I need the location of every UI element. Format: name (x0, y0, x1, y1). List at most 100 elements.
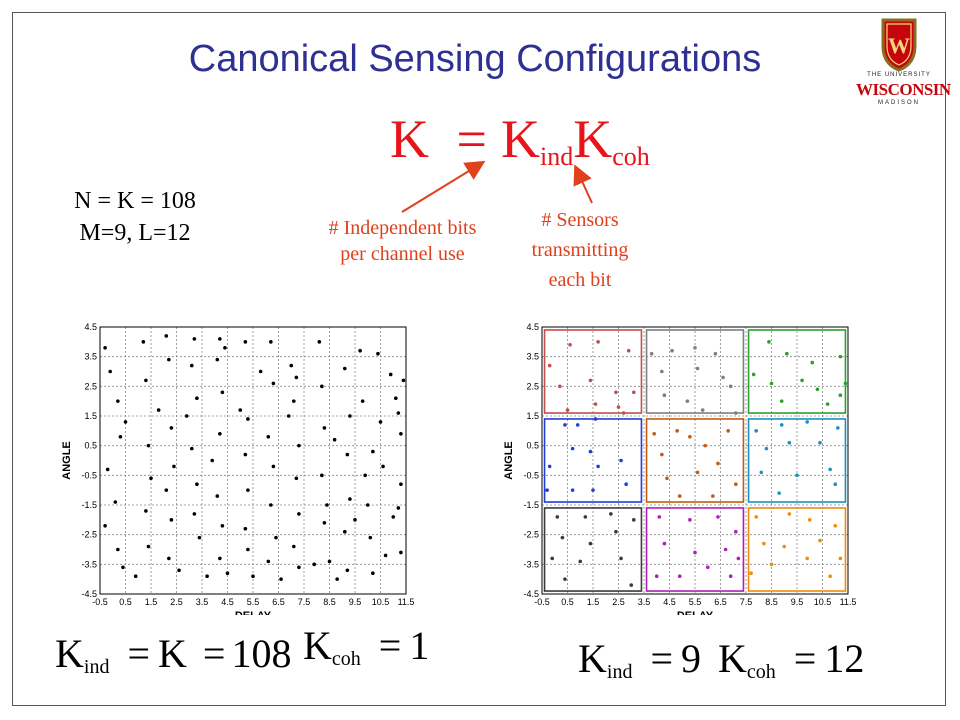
data-point (833, 482, 838, 487)
data-point (688, 518, 692, 522)
data-point (269, 503, 273, 507)
data-point (238, 408, 243, 412)
eq-value: 108 (231, 631, 292, 676)
x-tick-label: 4.5 (221, 597, 234, 607)
data-point (271, 464, 276, 469)
logo-line3: MADISON (877, 100, 920, 106)
data-point (396, 506, 401, 510)
data-point (675, 429, 679, 433)
data-point (164, 334, 169, 338)
x-tick-label: 1.5 (145, 597, 158, 607)
data-point (113, 500, 118, 504)
data-point (815, 387, 820, 392)
data-point (133, 574, 138, 578)
x-tick-label: 11.5 (840, 597, 857, 607)
x-tick-label: 5.5 (247, 597, 260, 607)
data-point (596, 464, 600, 469)
data-point (146, 443, 151, 448)
data-point (116, 547, 120, 552)
right-equation-kcoh: Kcoh = 12 (718, 635, 864, 684)
data-point (828, 574, 832, 578)
data-point (558, 384, 562, 389)
data-point (570, 446, 575, 451)
data-point (378, 420, 383, 424)
shield-icon: W (881, 18, 917, 72)
data-point (779, 399, 784, 403)
shield-letter: W (888, 33, 910, 58)
data-point (769, 562, 774, 567)
data-point (563, 423, 567, 427)
data-point (144, 509, 148, 513)
data-point (286, 414, 291, 418)
x-axis-label: DELAY (235, 610, 272, 615)
data-point (383, 553, 388, 558)
y-tick-label: 0.5 (84, 441, 97, 451)
data-point (836, 426, 840, 430)
main-equation: K = KindKcoh (390, 108, 650, 172)
data-point (335, 577, 339, 581)
data-point (167, 556, 171, 561)
x-tick-label: 10.5 (372, 597, 390, 607)
data-point (749, 571, 753, 576)
data-point (376, 351, 380, 356)
university-logo: W THE UNIVERSITY WISCONSIN MADISON (856, 16, 951, 108)
data-point (570, 488, 575, 492)
data-point (695, 470, 700, 475)
data-point (218, 556, 222, 561)
data-point (568, 343, 572, 347)
eq-k: K (303, 623, 332, 668)
data-point (169, 426, 174, 430)
data-point (195, 396, 199, 400)
eq-k: K (578, 636, 607, 681)
y-axis-label: ANGLE (61, 441, 73, 480)
slide-title: Canonical Sensing Configurations (188, 38, 762, 80)
data-point (348, 414, 352, 418)
eq-value: 1 (409, 623, 430, 668)
data-point (693, 345, 697, 350)
data-point (703, 443, 707, 448)
data-point (167, 357, 171, 362)
data-point (156, 408, 161, 412)
eq-lhs: K (390, 109, 429, 169)
data-point (243, 452, 248, 457)
data-point (695, 366, 700, 371)
data-point (588, 378, 593, 383)
data-point (759, 470, 764, 475)
eq-value: 9 (681, 636, 702, 681)
data-point (223, 345, 227, 350)
eq-sub: ind (606, 661, 633, 683)
data-point (614, 390, 618, 395)
eq-sub: ind (83, 656, 110, 678)
data-point (767, 340, 771, 344)
data-point (345, 568, 350, 573)
data-point (266, 559, 271, 564)
data-point (838, 393, 843, 398)
data-point (105, 467, 110, 472)
data-point (670, 348, 674, 353)
data-point (322, 426, 327, 430)
data-point (593, 402, 598, 406)
eq-k2-sub: coh (612, 142, 650, 171)
data-point (294, 476, 299, 481)
data-point (660, 369, 664, 374)
data-point (348, 497, 352, 501)
data-point (621, 411, 626, 415)
data-point (787, 440, 792, 445)
x-tick-label: 5.5 (689, 597, 702, 607)
data-point (833, 523, 838, 528)
data-point (754, 429, 758, 433)
partition-box (747, 329, 847, 414)
data-point (660, 452, 664, 457)
y-tick-label: -3.5 (81, 559, 97, 569)
data-point (141, 340, 146, 344)
data-point (588, 449, 593, 454)
data-point (327, 559, 332, 564)
data-point (654, 574, 659, 578)
data-point (728, 574, 733, 578)
data-point (399, 550, 403, 555)
data-point (688, 434, 692, 439)
data-point (762, 541, 766, 546)
data-point (662, 541, 667, 546)
data-point (818, 538, 822, 543)
data-point (121, 565, 125, 570)
